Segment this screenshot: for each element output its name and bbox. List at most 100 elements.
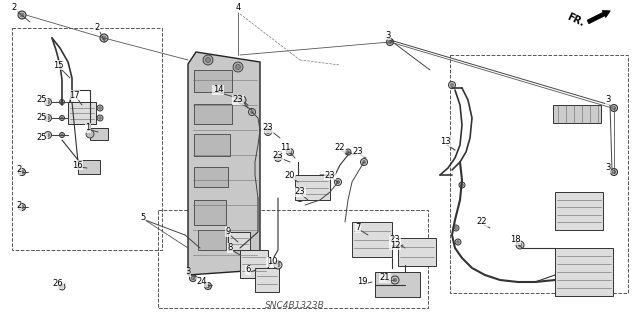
Circle shape bbox=[518, 243, 522, 247]
Circle shape bbox=[20, 205, 24, 209]
Circle shape bbox=[394, 242, 397, 246]
Circle shape bbox=[393, 278, 397, 282]
Circle shape bbox=[61, 286, 63, 288]
Text: 25: 25 bbox=[36, 95, 47, 105]
Polygon shape bbox=[188, 52, 260, 275]
Text: 23: 23 bbox=[233, 95, 243, 105]
Text: 3: 3 bbox=[186, 268, 191, 277]
Circle shape bbox=[47, 116, 49, 120]
Bar bbox=[90, 128, 108, 140]
Text: 23: 23 bbox=[273, 151, 284, 160]
Circle shape bbox=[206, 284, 210, 288]
Bar bbox=[240, 250, 268, 278]
Text: 5: 5 bbox=[140, 213, 146, 222]
Bar bbox=[194, 167, 228, 187]
Text: 25: 25 bbox=[36, 114, 47, 122]
Text: 21: 21 bbox=[380, 273, 390, 283]
Text: 9: 9 bbox=[225, 227, 230, 236]
Circle shape bbox=[18, 11, 26, 19]
Text: 2: 2 bbox=[17, 166, 22, 174]
Circle shape bbox=[611, 168, 618, 175]
Text: 10: 10 bbox=[267, 257, 277, 266]
Text: FR.: FR. bbox=[566, 12, 586, 28]
Text: 17: 17 bbox=[68, 91, 79, 100]
Circle shape bbox=[61, 117, 63, 119]
Circle shape bbox=[45, 99, 51, 106]
Circle shape bbox=[20, 170, 24, 174]
Circle shape bbox=[391, 276, 399, 284]
Text: 3: 3 bbox=[385, 31, 390, 40]
Text: 23: 23 bbox=[294, 188, 305, 197]
Circle shape bbox=[97, 105, 103, 111]
Circle shape bbox=[86, 130, 94, 138]
Circle shape bbox=[189, 275, 196, 281]
Bar bbox=[68, 102, 96, 124]
Bar bbox=[78, 160, 100, 174]
Circle shape bbox=[99, 117, 101, 119]
Bar bbox=[555, 192, 603, 230]
Text: 23: 23 bbox=[353, 147, 364, 157]
Circle shape bbox=[266, 130, 269, 134]
Circle shape bbox=[612, 170, 616, 174]
FancyArrow shape bbox=[587, 11, 611, 24]
Circle shape bbox=[387, 39, 394, 46]
Circle shape bbox=[274, 261, 282, 269]
Text: 22: 22 bbox=[477, 218, 487, 226]
Bar bbox=[352, 222, 392, 257]
Circle shape bbox=[296, 195, 303, 202]
Circle shape bbox=[392, 241, 399, 248]
Circle shape bbox=[19, 204, 26, 211]
Circle shape bbox=[275, 154, 282, 161]
Text: 25: 25 bbox=[36, 133, 47, 143]
Circle shape bbox=[238, 96, 246, 104]
Circle shape bbox=[45, 115, 51, 122]
Text: 4: 4 bbox=[236, 4, 241, 12]
Circle shape bbox=[454, 227, 458, 229]
Text: 26: 26 bbox=[52, 279, 63, 288]
Circle shape bbox=[289, 151, 292, 153]
Circle shape bbox=[335, 179, 342, 186]
Text: 19: 19 bbox=[356, 278, 367, 286]
Text: 2: 2 bbox=[17, 202, 22, 211]
Circle shape bbox=[612, 106, 616, 110]
Circle shape bbox=[388, 40, 392, 44]
Circle shape bbox=[61, 101, 63, 103]
Circle shape bbox=[236, 64, 241, 70]
Circle shape bbox=[250, 110, 253, 114]
Circle shape bbox=[347, 151, 349, 153]
Text: 3: 3 bbox=[605, 164, 611, 173]
Text: 7: 7 bbox=[355, 224, 361, 233]
Text: 2: 2 bbox=[94, 24, 100, 33]
Text: 24: 24 bbox=[196, 278, 207, 286]
Text: 22: 22 bbox=[335, 144, 345, 152]
Text: 13: 13 bbox=[440, 137, 451, 146]
Text: 2: 2 bbox=[12, 4, 17, 12]
Bar bbox=[228, 232, 250, 250]
Text: 11: 11 bbox=[280, 144, 291, 152]
Circle shape bbox=[59, 284, 65, 290]
Circle shape bbox=[298, 197, 301, 200]
Bar bbox=[194, 70, 232, 92]
Bar bbox=[398, 238, 436, 266]
Circle shape bbox=[362, 160, 365, 164]
Bar bbox=[375, 272, 420, 297]
Circle shape bbox=[276, 156, 280, 160]
Text: 23: 23 bbox=[390, 235, 400, 244]
Text: 6: 6 bbox=[245, 265, 251, 275]
Bar bbox=[194, 134, 230, 156]
Bar bbox=[194, 104, 232, 124]
Bar bbox=[158, 210, 428, 308]
Circle shape bbox=[233, 62, 243, 72]
Bar bbox=[295, 175, 330, 200]
Circle shape bbox=[47, 133, 49, 137]
Text: 16: 16 bbox=[72, 160, 83, 169]
Circle shape bbox=[60, 115, 65, 121]
Circle shape bbox=[345, 149, 351, 155]
Text: 12: 12 bbox=[390, 241, 400, 249]
Circle shape bbox=[19, 168, 26, 175]
Text: 15: 15 bbox=[52, 61, 63, 70]
Bar bbox=[555, 248, 613, 296]
Bar bbox=[198, 230, 226, 250]
Circle shape bbox=[205, 57, 211, 63]
Circle shape bbox=[453, 225, 459, 231]
